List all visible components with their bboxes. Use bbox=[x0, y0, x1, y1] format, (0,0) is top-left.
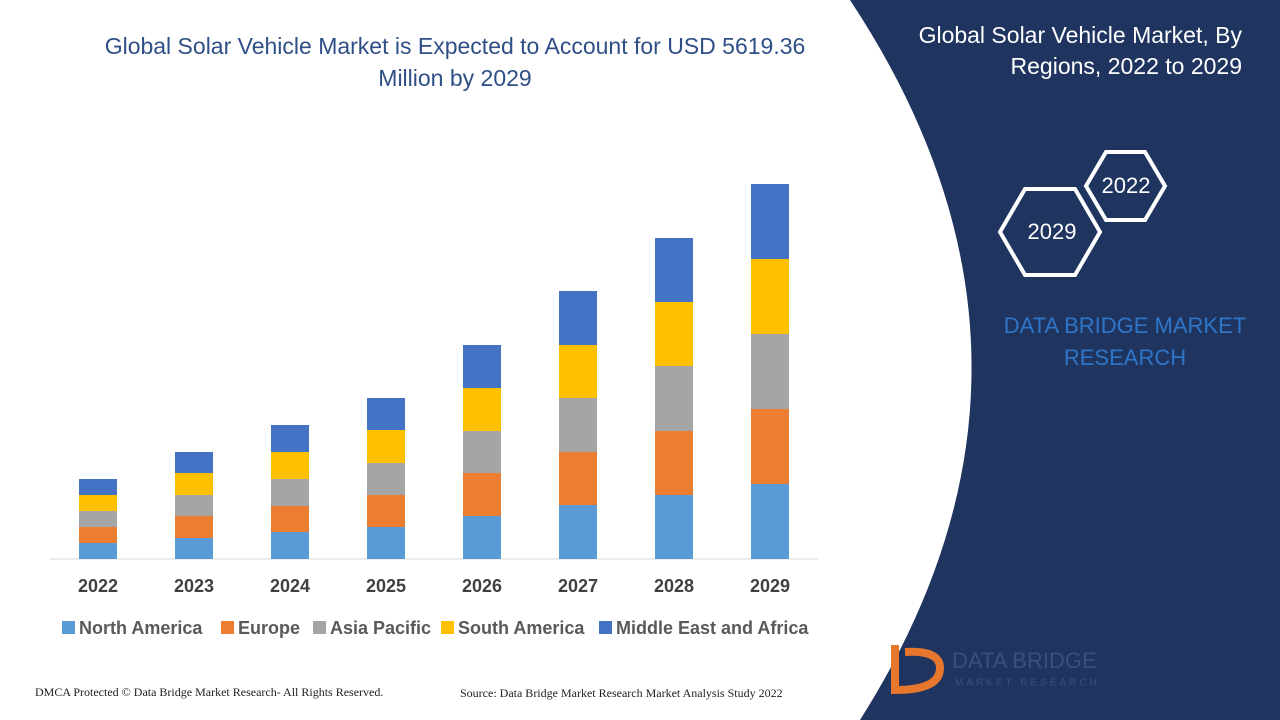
copyright: DMCA Protected © Data Bridge Market Rese… bbox=[35, 685, 383, 699]
bar-segment bbox=[271, 479, 309, 506]
x-tick-label: 2026 bbox=[462, 576, 502, 596]
legend-label: South America bbox=[458, 618, 585, 638]
chart-title: Global Solar Vehicle Market is Expected … bbox=[104, 33, 806, 91]
panel-title: Global Solar Vehicle Market, By Regions,… bbox=[918, 22, 1242, 79]
brand: DATA BRIDGE MARKET RESEARCH bbox=[1003, 313, 1247, 370]
bar-segment bbox=[463, 516, 501, 559]
x-tick-label: 2028 bbox=[654, 576, 694, 596]
bar-segment bbox=[175, 495, 213, 516]
side-panel bbox=[850, 0, 1280, 720]
bar-segment bbox=[271, 452, 309, 479]
bar-segment bbox=[751, 409, 789, 484]
bar-segment bbox=[175, 452, 213, 473]
bar-segment bbox=[367, 495, 405, 527]
bar-segment bbox=[751, 259, 789, 334]
bar-segment bbox=[751, 484, 789, 559]
bar-segment bbox=[79, 543, 117, 559]
bar-segment bbox=[271, 532, 309, 559]
legend-label: Europe bbox=[238, 618, 300, 638]
legend-label: Asia Pacific bbox=[330, 618, 431, 638]
bar-segment bbox=[79, 479, 117, 495]
bar-segment bbox=[79, 511, 117, 527]
bar-segment bbox=[271, 425, 309, 452]
bar-segment bbox=[751, 334, 789, 409]
bar-segment bbox=[655, 366, 693, 431]
bar-segment bbox=[655, 238, 693, 302]
legend-label: North America bbox=[79, 618, 203, 638]
bar-segment bbox=[367, 430, 405, 463]
hex-label: 2029 bbox=[1028, 219, 1077, 244]
legend-swatch bbox=[221, 621, 234, 634]
x-tick-label: 2025 bbox=[366, 576, 406, 596]
bar-segment bbox=[175, 516, 213, 538]
hexagon bbox=[1083, 150, 1168, 222]
x-tick-label: 2022 bbox=[78, 576, 118, 596]
hex-label: 2022 bbox=[1102, 173, 1151, 198]
legend-swatch bbox=[599, 621, 612, 634]
bar-segment bbox=[79, 527, 117, 543]
bar-segment bbox=[559, 345, 597, 398]
logo-mark bbox=[891, 645, 945, 695]
bar-segment bbox=[751, 184, 789, 259]
bar-segment bbox=[79, 495, 117, 511]
bar-segment bbox=[463, 431, 501, 473]
legend-swatch bbox=[313, 621, 326, 634]
bar-segment bbox=[463, 345, 501, 388]
x-tick-label: 2023 bbox=[174, 576, 214, 596]
logo-name: DATA BRIDGE bbox=[952, 648, 1097, 673]
legend-swatch bbox=[441, 621, 454, 634]
bar-segment bbox=[175, 538, 213, 559]
bar-segment bbox=[271, 506, 309, 532]
bar-segment bbox=[559, 398, 597, 452]
bar-segment bbox=[655, 302, 693, 366]
bar-segment bbox=[559, 452, 597, 505]
legend-label: Middle East and Africa bbox=[616, 618, 809, 638]
bar-segment bbox=[367, 527, 405, 559]
x-tick-label: 2027 bbox=[558, 576, 598, 596]
x-tick-label: 2024 bbox=[270, 576, 310, 596]
legend-swatch bbox=[62, 621, 75, 634]
bar-segment bbox=[463, 473, 501, 516]
bar-segment bbox=[175, 473, 213, 495]
bar-segment bbox=[559, 505, 597, 559]
bar-segment bbox=[463, 388, 501, 431]
logo-tagline: MARKET RESEARCH bbox=[955, 678, 1100, 689]
bar-segment bbox=[655, 495, 693, 559]
bar-segment bbox=[367, 463, 405, 495]
x-tick-label: 2029 bbox=[750, 576, 790, 596]
hexagon bbox=[997, 187, 1103, 277]
source: Source: Data Bridge Market Research Mark… bbox=[460, 686, 783, 700]
bar-segment bbox=[559, 291, 597, 345]
bar-segment bbox=[367, 398, 405, 430]
bar-segment bbox=[655, 431, 693, 495]
